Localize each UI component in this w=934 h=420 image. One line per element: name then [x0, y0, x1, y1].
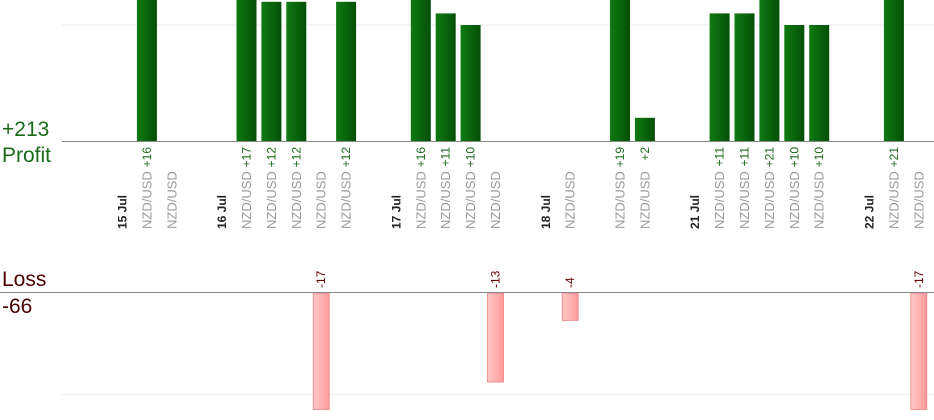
pair-label: NZD/USD	[812, 171, 827, 229]
profit-bar	[759, 0, 780, 142]
profit-value-label: +11	[738, 147, 752, 167]
profit-value-label: +2	[638, 147, 652, 161]
pair-label: NZD/USD	[339, 171, 354, 229]
profit-bar	[734, 13, 755, 141]
profit-bar	[709, 13, 730, 141]
loss-bars	[312, 292, 928, 410]
pair-label: NZD/USD	[762, 171, 777, 229]
profit-bar	[784, 25, 805, 141]
date-label: 18 Jul	[539, 195, 553, 229]
profit-value-label: +10	[464, 147, 478, 168]
pair-label: NZD/USD	[463, 171, 478, 229]
loss-value-label: -17	[912, 270, 926, 288]
profit-bar	[236, 0, 257, 141]
loss-bar	[312, 292, 330, 410]
profit-bar	[460, 25, 481, 141]
loss-value-labels: -17-13-4-17-15	[314, 270, 926, 288]
pair-label: NZD/USD	[737, 171, 752, 229]
pair-label: NZD/USD	[886, 171, 901, 229]
profit-bar	[336, 1, 357, 141]
profit-value-label: +21	[887, 147, 901, 168]
profit-bar	[136, 0, 157, 142]
profit-value-label: +12	[264, 147, 278, 168]
date-label: 22 Jul	[863, 195, 877, 229]
profit-value-label: +10	[787, 147, 801, 168]
profit-bar	[435, 13, 456, 141]
pair-label: NZD/USD	[712, 171, 727, 229]
profit-value-label: +11	[713, 147, 727, 167]
profit-value-labels: +16 +17 +12 +12 +12 +16 +11 +10 +19 +2 +11 +11 +21 +1…	[140, 147, 901, 168]
date-label: 17 Jul	[389, 195, 403, 229]
profit-value-label: +12	[339, 147, 353, 168]
profit-bar	[410, 0, 431, 142]
loss-bar	[487, 292, 504, 383]
profit-bar	[883, 0, 904, 142]
pair-label: NZD/USD	[239, 171, 254, 229]
pair-label: NZD/USD	[787, 171, 802, 229]
pair-label: NZD/USD	[264, 171, 279, 229]
profit-label: Profit	[2, 144, 52, 167]
loss-label: Loss	[2, 268, 47, 291]
profit-total: +213	[2, 118, 50, 141]
profit-bar	[261, 1, 282, 141]
pair-label: NZD/USD	[563, 171, 578, 229]
pair-label: NZD/USD	[911, 171, 926, 229]
profit-value-label: +17	[240, 147, 254, 168]
date-label: 21 Jul	[688, 195, 702, 229]
profit-value-label: +16	[414, 147, 428, 168]
profit-value-label: +16	[140, 147, 154, 168]
pair-label: NZD/USD	[438, 171, 453, 229]
profit-bar	[610, 0, 630, 141]
pair-label: NZD/USD	[637, 171, 652, 229]
date-label: 16 Jul	[215, 195, 229, 229]
loss-total: -66	[2, 295, 33, 318]
loss-bar	[910, 292, 928, 410]
profit-value-label: +11	[439, 147, 453, 167]
profit-bars	[136, 0, 904, 142]
profit-value-label: +21	[762, 147, 776, 168]
profit-value-label: +12	[289, 147, 303, 168]
profit-bar	[809, 25, 830, 141]
loss-value-label: -13	[489, 270, 503, 288]
loss-bar	[561, 292, 579, 321]
pair-label: NZD/USD	[314, 171, 329, 229]
pair-label: NZD/USD	[164, 171, 179, 229]
loss-value-label: -17	[314, 270, 328, 288]
x-axis-labels: 15 Jul NZD/USD NZD/USD 16 Jul NZD/USD NZD/USD…	[116, 171, 927, 229]
pair-label: NZD/USD	[413, 171, 428, 229]
pair-label: NZD/USD	[289, 171, 304, 229]
pair-label: NZD/USD	[139, 171, 154, 229]
date-label: 15 Jul	[116, 195, 130, 229]
pair-label: NZD/USD	[488, 171, 503, 229]
profit-bar	[634, 117, 655, 141]
pair-label: NZD/USD	[613, 171, 628, 229]
profit-bar	[286, 1, 307, 141]
profit-value-label: +10	[812, 147, 826, 168]
profit-value-label: +19	[613, 147, 627, 168]
loss-value-label: -4	[563, 277, 577, 288]
